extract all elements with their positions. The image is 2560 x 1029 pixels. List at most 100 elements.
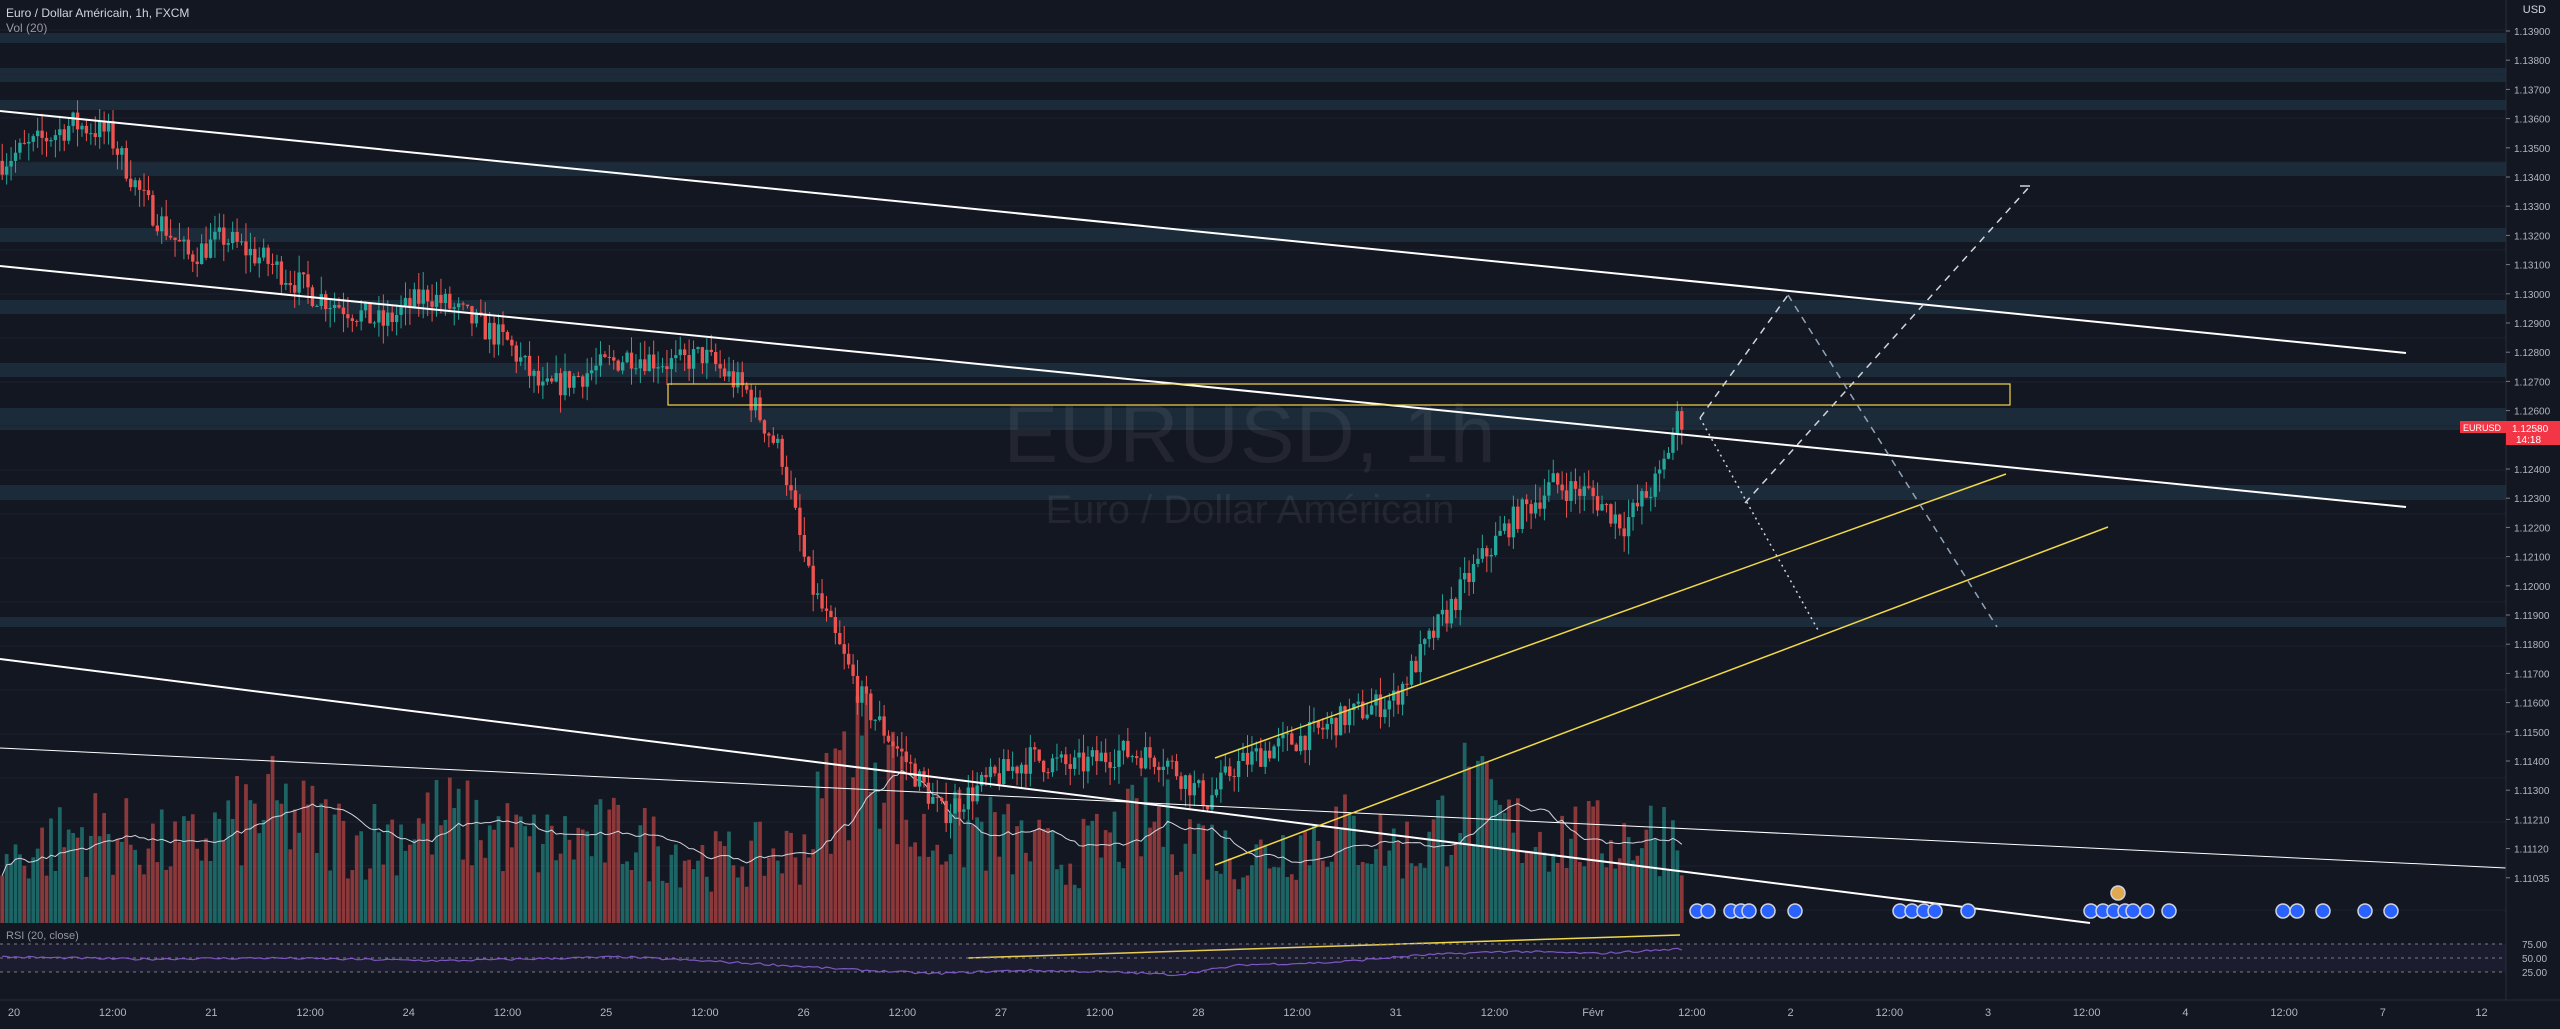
- volume-bar: [735, 877, 740, 923]
- volume-bar: [585, 831, 590, 923]
- volume-bar: [1192, 853, 1197, 923]
- candle-body: [474, 312, 479, 324]
- trendline-mid: [0, 265, 2407, 508]
- candle-body: [386, 312, 390, 326]
- candle-body: [1423, 639, 1427, 645]
- volume-bar: [820, 798, 824, 923]
- candle-body: [1126, 740, 1130, 757]
- candle-body: [1103, 752, 1108, 763]
- candle-body: [1019, 764, 1024, 774]
- candle-body: [1365, 714, 1369, 719]
- candle-body: [762, 420, 767, 434]
- price-label: 1.11300: [2514, 786, 2550, 797]
- volume-bar: [182, 816, 186, 923]
- candle-body: [1631, 502, 1635, 518]
- candle-body: [1533, 502, 1538, 514]
- candle-body: [177, 239, 182, 242]
- volume-bar: [1276, 867, 1281, 923]
- volume-bar: [40, 827, 44, 923]
- rsi-legend[interactable]: RSI (20, close): [6, 930, 79, 942]
- volume-bar: [213, 812, 217, 923]
- candle-body: [102, 120, 106, 132]
- sr-zone: [0, 68, 2506, 82]
- volume-bar: [408, 844, 412, 923]
- sr-zone: [0, 300, 2506, 314]
- volume-bar: [527, 836, 532, 923]
- price-axis-bg: [2506, 0, 2560, 1024]
- candle-body: [909, 762, 913, 764]
- candle-body: [1356, 701, 1360, 704]
- sr-zone: [0, 408, 2506, 430]
- candle-body: [558, 373, 563, 396]
- symbol-legend[interactable]: Euro / Dollar Américain, 1h, FXCM: [6, 6, 190, 20]
- candle-body: [696, 347, 700, 350]
- volume-bar: [518, 816, 523, 923]
- volume-bar: [762, 875, 767, 923]
- candle-body: [1028, 747, 1033, 774]
- volume-bar: [1653, 838, 1658, 923]
- candle-body: [1298, 735, 1303, 752]
- candle-body: [1139, 757, 1143, 769]
- volume-bar: [1015, 826, 1019, 923]
- volume-bar: [492, 829, 496, 923]
- volume-bar: [288, 849, 293, 923]
- drawing-tools: [0, 110, 2507, 959]
- event-icon: [2125, 903, 2141, 919]
- volume-bar: [1520, 863, 1525, 923]
- price-label: 1.13000: [2514, 290, 2551, 301]
- volume-bar: [1112, 811, 1117, 923]
- candle-body: [319, 294, 323, 306]
- candle-body: [399, 307, 403, 315]
- volume-bar: [798, 884, 802, 923]
- volume-bar: [208, 861, 213, 923]
- volume-bar: [1365, 863, 1370, 923]
- volume-bar: [953, 791, 957, 923]
- volume-bar: [44, 875, 49, 923]
- volume-bar: [727, 831, 731, 923]
- volume-bar: [1387, 850, 1392, 923]
- volume-bar: [319, 803, 324, 923]
- candle-body: [1573, 481, 1578, 489]
- volume-bar: [80, 827, 84, 923]
- event-icon: [1741, 903, 1757, 919]
- candle-body: [315, 305, 319, 307]
- volume-bar: [1666, 870, 1671, 923]
- time-label: 12:00: [99, 1007, 127, 1019]
- time-label: 20: [8, 1007, 20, 1019]
- candle-body: [554, 373, 558, 382]
- volume-bar: [1152, 821, 1157, 923]
- candle-body: [1582, 486, 1586, 496]
- time-label: 12:00: [296, 1007, 324, 1019]
- candle-body: [585, 373, 589, 387]
- time-label: 12:00: [889, 1007, 917, 1019]
- volume-bar: [682, 860, 687, 923]
- candle-body: [93, 133, 97, 138]
- volume-bar: [891, 731, 895, 923]
- volume-bar: [1263, 844, 1268, 923]
- volume-bar: [1010, 874, 1015, 923]
- volume-bar: [1001, 814, 1006, 923]
- candle-body: [98, 120, 102, 138]
- candle-body: [297, 272, 301, 293]
- rsi-axis-label: 25.00: [2522, 968, 2547, 979]
- candle-body: [616, 360, 620, 371]
- candle-body: [199, 243, 204, 265]
- candle-body: [1006, 759, 1010, 771]
- volume-bar: [1072, 884, 1077, 923]
- volume-legend[interactable]: Vol (20): [6, 21, 48, 35]
- volume-bar: [88, 835, 93, 923]
- candle-body: [1130, 756, 1134, 758]
- volume-bar: [713, 831, 718, 923]
- candle-body: [301, 272, 306, 275]
- volume-bar: [385, 824, 390, 923]
- volume-bar: [962, 867, 966, 923]
- volume-bar: [833, 748, 838, 923]
- candle-body: [984, 774, 988, 778]
- volume-bar: [1094, 813, 1099, 923]
- volume-bar: [75, 837, 80, 923]
- candle-body: [1072, 757, 1077, 769]
- volume-bar: [509, 847, 514, 923]
- price-label: 1.12800: [2514, 348, 2551, 359]
